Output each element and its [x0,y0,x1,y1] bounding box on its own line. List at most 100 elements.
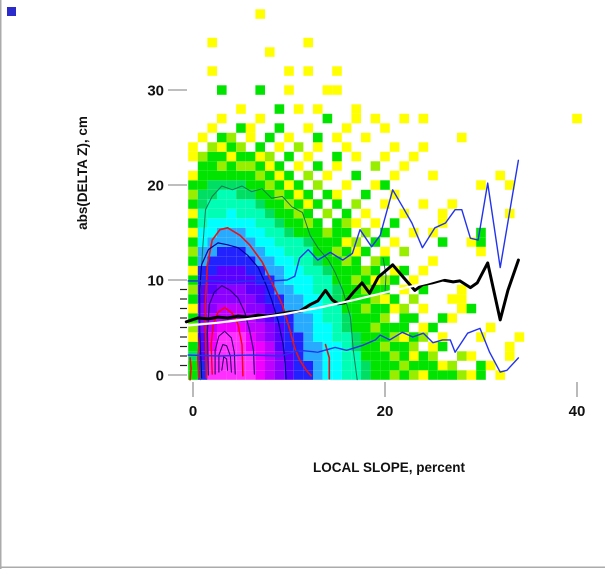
density-cell [284,360,294,371]
density-cell [303,294,313,304]
density-cell [341,142,352,152]
density-cell [303,151,313,162]
density-cell [197,208,208,219]
density-cell [265,370,275,380]
density-cell [226,322,237,333]
density-cell [313,227,323,238]
density-cell [293,161,304,171]
y-tick-label: 30 [147,83,164,100]
density-cell [236,294,246,304]
density-cell [418,142,429,152]
axis-tick-labels: 0 10 20 30 0 20 40 [147,83,585,421]
density-cell [380,294,390,304]
density-cell [370,332,381,342]
y-axis-title: abs(DELTA Z), cm [75,116,90,230]
density-cell [418,284,429,295]
density-cell [322,360,333,371]
density-cell [361,275,371,285]
density-cell [293,341,304,352]
density-cell [255,180,265,190]
density-cell [207,199,217,209]
density-cell [265,227,275,238]
density-cell [226,208,237,219]
density-cell [466,370,477,380]
density-cell [332,265,342,276]
density-cell [389,275,400,285]
density-cell [226,237,237,247]
density-cell [399,332,409,342]
density-cell [332,189,342,200]
density-cell [284,237,294,247]
density-cell [188,218,198,228]
density-cell [207,246,217,257]
density-cell [188,246,198,257]
density-cell [207,161,217,171]
density-cell [466,237,477,247]
density-cell [217,360,227,371]
density-cell [361,341,371,352]
density-cell [332,322,342,333]
density-cell [313,322,323,333]
density-cell [207,170,217,181]
density-cell [207,180,217,190]
density-cell [370,370,381,380]
density-cell [226,151,237,162]
density-cell [236,360,246,371]
density-cell [293,303,304,314]
density-cell [409,275,419,285]
density-cell [313,132,323,143]
density-cell [255,189,265,200]
density-cell [332,303,342,314]
density-cell [197,341,208,352]
density-cell [428,351,438,361]
density-cell [361,265,371,276]
density-cell [236,104,246,114]
density-cell [303,303,313,314]
density-cell [188,180,198,190]
density-cell [255,113,265,124]
density-cell [188,265,198,276]
density-cell [284,180,294,190]
density-cell [197,170,208,181]
density-cell [514,332,525,342]
density-cells [188,9,582,380]
density-cell [389,351,400,361]
density-cell [457,351,467,361]
density-cell [245,265,256,276]
density-cell [265,256,275,266]
density-cell [428,227,438,238]
density-cell [322,189,333,200]
density-cell [380,246,390,257]
density-cell [341,265,352,276]
density-cell [265,332,275,342]
density-cell [361,322,371,333]
density-cell [428,256,438,266]
density-cell [361,189,371,200]
density-cell [217,246,227,257]
contour-red-contour-fragment-left-a [189,357,192,381]
density-cell [322,208,333,219]
density-cell [389,265,400,276]
density-cell [245,180,256,190]
density-cell [188,332,198,342]
density-cell [351,313,361,323]
density-cell [217,265,227,276]
density-cell [418,332,429,342]
density-cell [274,284,285,295]
density-cell [322,227,333,238]
density-cell [399,341,409,352]
frame-border-left [0,0,2,569]
density-cell [226,275,237,285]
density-cell [370,180,381,190]
density-cell [284,256,294,266]
density-cell [188,256,198,266]
density-cell [418,303,429,314]
density-cell [265,199,275,209]
density-cell [332,284,342,295]
density-cell [245,360,256,371]
density-cell [428,322,438,333]
density-cell [245,351,256,361]
density-cell [245,303,256,314]
density-cell [361,227,371,238]
density-cell [226,284,237,295]
